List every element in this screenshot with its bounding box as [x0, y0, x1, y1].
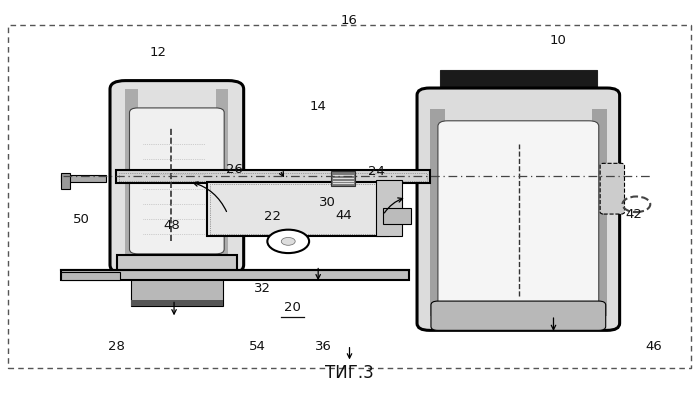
Text: 48: 48: [164, 219, 180, 232]
Bar: [125, 89, 138, 265]
Text: 12: 12: [150, 46, 166, 59]
Text: 28: 28: [108, 340, 124, 353]
Bar: [376, 180, 403, 235]
Text: 32: 32: [254, 282, 271, 295]
Text: 42: 42: [625, 208, 642, 220]
Bar: [117, 255, 237, 277]
Text: 54: 54: [249, 340, 266, 353]
Text: 44: 44: [336, 209, 352, 222]
Bar: [61, 175, 106, 182]
Text: 10: 10: [550, 34, 567, 47]
FancyBboxPatch shape: [438, 121, 599, 309]
Bar: [331, 171, 355, 185]
Text: 20: 20: [284, 301, 301, 314]
Bar: [61, 272, 120, 280]
Bar: [430, 109, 445, 316]
Text: 36: 36: [315, 340, 331, 353]
Text: 22: 22: [264, 209, 282, 222]
FancyBboxPatch shape: [129, 108, 224, 254]
Text: 16: 16: [341, 15, 358, 28]
Bar: [131, 300, 223, 306]
Bar: [216, 89, 229, 265]
Bar: [440, 70, 597, 95]
Bar: [383, 208, 411, 224]
Text: 50: 50: [73, 213, 90, 226]
Text: 24: 24: [368, 165, 384, 178]
Bar: [61, 173, 71, 189]
FancyBboxPatch shape: [431, 301, 606, 331]
Bar: [131, 277, 223, 306]
Bar: [61, 270, 409, 280]
Bar: [119, 173, 427, 181]
FancyBboxPatch shape: [417, 88, 619, 331]
Bar: [210, 184, 384, 233]
Circle shape: [281, 237, 295, 245]
Bar: [116, 170, 430, 183]
Bar: [592, 109, 607, 316]
Text: 26: 26: [226, 163, 243, 176]
Text: ΤИГ.3: ΤИГ.3: [325, 364, 374, 382]
FancyBboxPatch shape: [600, 163, 624, 214]
Circle shape: [267, 230, 309, 253]
Text: 14: 14: [310, 100, 326, 113]
FancyBboxPatch shape: [110, 81, 244, 274]
Bar: [207, 182, 388, 235]
Text: 30: 30: [319, 196, 336, 209]
Text: 46: 46: [645, 340, 662, 353]
